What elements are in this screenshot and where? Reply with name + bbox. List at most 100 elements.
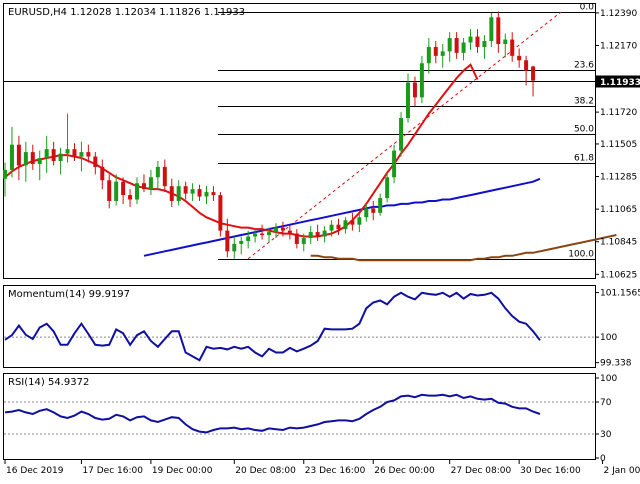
candle-body bbox=[72, 149, 77, 157]
candle-body bbox=[100, 166, 105, 181]
momentum-title: Momentum(14) 99.9197 bbox=[8, 289, 130, 300]
candle-body bbox=[65, 149, 70, 154]
candle-body bbox=[44, 149, 49, 159]
candle-body bbox=[3, 169, 7, 179]
main-price-panel bbox=[3, 3, 596, 279]
candle-body bbox=[218, 195, 223, 231]
candle-body bbox=[141, 183, 146, 190]
candle-body bbox=[16, 144, 21, 166]
time-axis-label: 19 Dec 00:00 bbox=[152, 466, 213, 476]
candle-body bbox=[287, 230, 292, 234]
momentum-axis-label: 99.338 bbox=[600, 359, 632, 369]
time-axis-label: 30 Dec 16:00 bbox=[520, 466, 581, 476]
time-axis-label: 20 Dec 08:00 bbox=[235, 466, 296, 476]
rsi-title: RSI(14) 54.9372 bbox=[8, 377, 89, 388]
candle-body bbox=[86, 152, 91, 157]
candle-body bbox=[114, 181, 119, 201]
momentum-axis-label: 101.1565 bbox=[600, 289, 640, 299]
candle-body bbox=[183, 186, 188, 194]
candle-body bbox=[51, 149, 56, 161]
candle-body bbox=[93, 156, 98, 167]
candle-body bbox=[392, 150, 397, 178]
candle-body bbox=[461, 42, 466, 53]
momentum-layer bbox=[4, 291, 596, 362]
fib-level-label: 23.6 bbox=[574, 61, 594, 71]
price-axis-label: 1.11720 bbox=[600, 108, 637, 118]
candle-body bbox=[301, 238, 306, 244]
candle-body bbox=[364, 208, 369, 218]
candle-body bbox=[280, 227, 285, 231]
fib-level-label: 61.8 bbox=[574, 154, 594, 164]
candle-body bbox=[343, 220, 348, 230]
rsi-axis-label: 0 bbox=[600, 454, 606, 464]
rsi-line bbox=[4, 393, 541, 434]
candle-body bbox=[440, 51, 445, 56]
candle-body bbox=[190, 189, 195, 194]
momentum-line bbox=[4, 291, 541, 362]
candle-body bbox=[197, 189, 202, 197]
fib-level-label: 50.0 bbox=[574, 125, 594, 135]
candle-body bbox=[267, 232, 272, 236]
candle-body bbox=[447, 38, 452, 52]
candle-body bbox=[475, 36, 480, 47]
candle-body bbox=[232, 243, 237, 252]
candle-body bbox=[378, 198, 383, 213]
ma-blue-line bbox=[143, 177, 541, 257]
rsi-axis-label: 70 bbox=[600, 398, 612, 408]
candle-body bbox=[399, 118, 404, 151]
candle-body bbox=[322, 230, 327, 237]
candle-body bbox=[155, 166, 160, 178]
candle-body bbox=[308, 232, 313, 239]
rsi-layer bbox=[4, 393, 596, 435]
time-axis-label: 23 Dec 16:00 bbox=[305, 466, 366, 476]
candle-body bbox=[169, 186, 174, 201]
momentum-axis-label: 100 bbox=[600, 333, 617, 343]
candle-body bbox=[468, 36, 473, 43]
candle-body bbox=[58, 153, 63, 161]
candle-body bbox=[482, 41, 487, 47]
candle-body bbox=[121, 181, 126, 196]
candle-body bbox=[176, 186, 181, 201]
candle-body bbox=[503, 39, 508, 44]
ma-brown-line bbox=[310, 234, 617, 262]
candle-body bbox=[37, 158, 42, 164]
candle-body bbox=[79, 152, 84, 157]
time-axis-label: 17 Dec 16:00 bbox=[82, 466, 143, 476]
candle-body bbox=[128, 195, 133, 200]
time-axis-label: 26 Dec 00:00 bbox=[374, 466, 435, 476]
candle-body bbox=[273, 227, 278, 233]
candle-body bbox=[531, 66, 536, 81]
candle-body bbox=[107, 180, 112, 201]
candle-body bbox=[510, 39, 515, 56]
candle-body bbox=[239, 240, 244, 244]
candle-body bbox=[30, 152, 35, 164]
candle-body bbox=[135, 183, 140, 200]
price-axis-label: 1.11505 bbox=[600, 140, 637, 150]
main-chart-layer: 0.0 23.6 38.2 50.0 61.8 100.0 bbox=[3, 3, 617, 262]
candle-body bbox=[23, 152, 28, 166]
candle-body bbox=[496, 17, 501, 44]
candle-body bbox=[350, 220, 355, 225]
momentum-panel bbox=[3, 285, 596, 368]
candle-body bbox=[524, 60, 529, 71]
candle-body bbox=[357, 217, 362, 225]
rsi-axis-label: 30 bbox=[600, 430, 612, 440]
current-price-label: 1.11933 bbox=[600, 78, 640, 88]
candle-body bbox=[253, 233, 258, 237]
time-axis-label: 2 Jan 00:00 bbox=[604, 466, 640, 476]
candle-body bbox=[489, 17, 494, 42]
candle-body bbox=[260, 233, 265, 236]
candle-body bbox=[246, 236, 251, 241]
candle-body bbox=[225, 230, 230, 252]
main-chart-title: EURUSD,H4 1.12028 1.12034 1.11826 1.1193… bbox=[8, 7, 245, 18]
price-axis-label: 1.12170 bbox=[600, 41, 637, 51]
candle-body bbox=[371, 208, 376, 213]
candle-body bbox=[148, 177, 153, 190]
current-price-tag bbox=[596, 75, 640, 88]
candle-body bbox=[454, 38, 459, 53]
candle-body bbox=[412, 82, 417, 98]
axis-layer: 1.12390 1.12170 1.11720 1.11505 1.11285 1.110… bbox=[4, 9, 640, 476]
candle-body bbox=[211, 192, 216, 196]
candle-body bbox=[329, 224, 334, 231]
